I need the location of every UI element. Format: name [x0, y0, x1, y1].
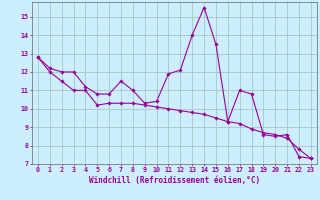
X-axis label: Windchill (Refroidissement éolien,°C): Windchill (Refroidissement éolien,°C) [89, 176, 260, 185]
